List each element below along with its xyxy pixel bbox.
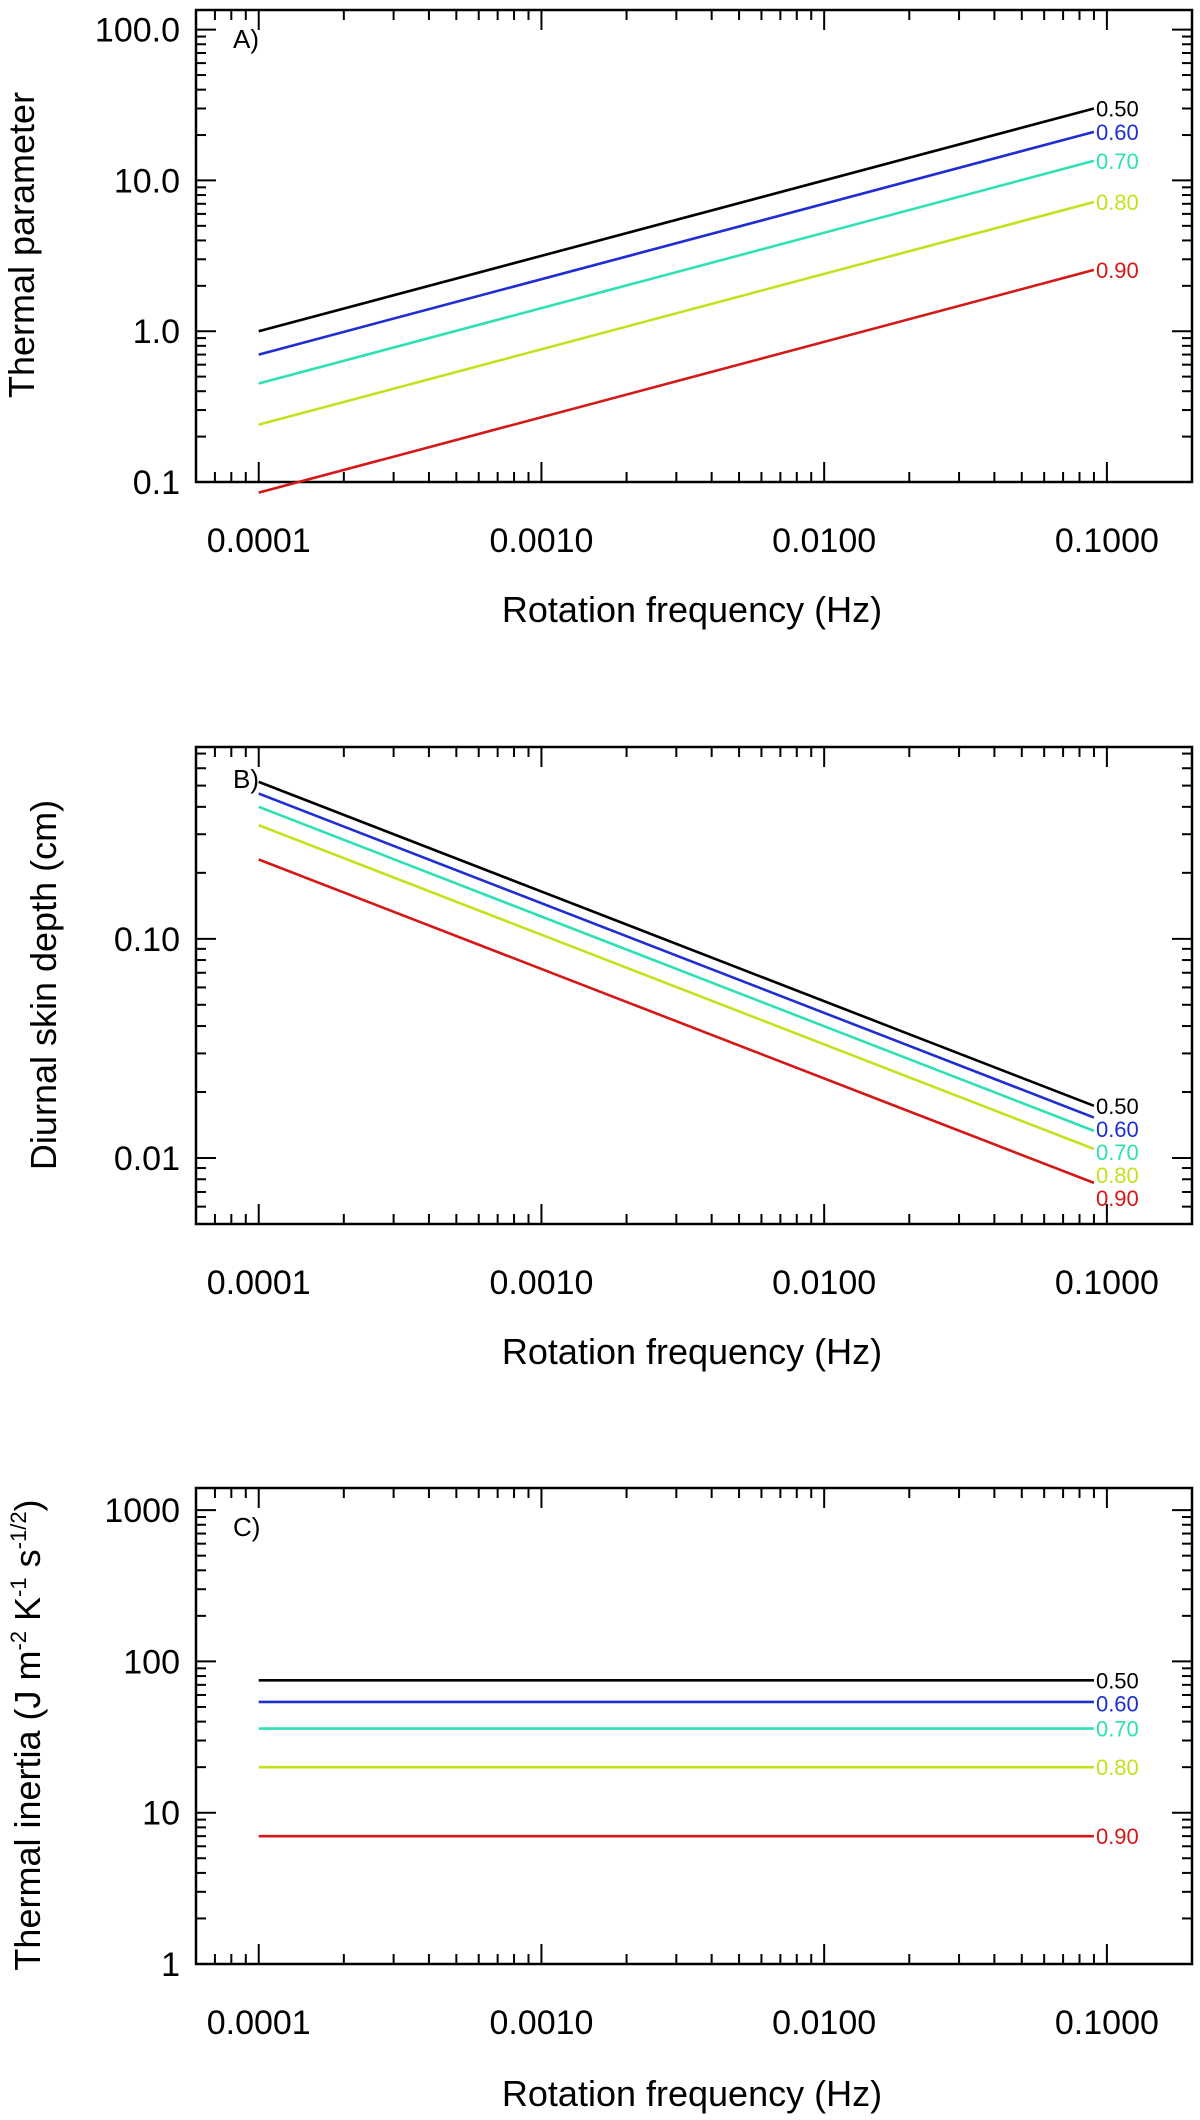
panel-b-letter: B) (233, 764, 259, 794)
panel-a-y-tick-label: 1.0 (133, 313, 180, 351)
panel-b-x-tick-labels: 0.0001 0.0010 0.0100 0.1000 (207, 1264, 1159, 1302)
panel-a-series-lines (258, 107, 1095, 494)
panel-a-series-line-0.60 (258, 130, 1095, 356)
panel-b-series-line-0.80 (258, 823, 1095, 1151)
panel-a-series-labels: 0.500.60 0.70 0.80 0.90 (1096, 96, 1139, 282)
panel-b-series-label-0.50: 0.50 (1096, 1094, 1139, 1119)
panel-b-series-label-0.80: 0.80 (1096, 1163, 1139, 1188)
panel-a-ticks (195, 10, 1192, 483)
panel-b-series-label-0.60: 0.60 (1096, 1117, 1139, 1142)
panel-b-series-label-0.70: 0.70 (1096, 1140, 1139, 1165)
panel-b-series-labels: 0.500.600.700.800.90 (1096, 1094, 1139, 1211)
panel-a-series-label-0.60: 0.60 (1096, 120, 1139, 145)
panel-c-series-label-0.60: 0.60 (1096, 1691, 1139, 1716)
panel-a: 0.500.60 0.70 0.80 0.90 0.1 1.0 10.0 100.0 0.0… (1, 8, 1194, 630)
panel-c-letter: C) (233, 1512, 260, 1542)
panel-c-x-tick-labels: 0.0001 0.0010 0.0100 0.1000 (207, 2004, 1159, 2042)
panel-c-x-tick-label: 0.1000 (1055, 2004, 1159, 2042)
panel-a-x-tick-label: 0.1000 (1055, 522, 1159, 560)
panel-c-y-title-exp3: -1/2 (6, 1511, 31, 1549)
panel-c-y-axis-title: Thermal inertia (J m-2 K-1 s-1/2) (6, 1499, 48, 1970)
panel-c-series-label-0.90: 0.90 (1096, 1824, 1139, 1849)
panel-c-series-label-0.50: 0.50 (1096, 1668, 1139, 1693)
panel-c-series-lines (258, 1679, 1094, 1838)
panel-b-x-tick-label: 0.0010 (489, 1264, 593, 1302)
panel-a-y-tick-label: 10.0 (114, 162, 180, 200)
panel-c-y-tick-label: 1 (161, 1946, 180, 1984)
panel-a-x-tick-label: 0.0010 (489, 522, 593, 560)
panel-c-x-tick-label: 0.0100 (772, 2004, 876, 2042)
panel-a-series-label-0.80: 0.80 (1096, 190, 1139, 215)
panel-b-y-tick-label: 0.01 (114, 1140, 180, 1178)
panel-c-series-labels: 0.500.600.70 0.80 0.90 (1096, 1668, 1139, 1849)
panel-a-series-label-0.50: 0.50 (1096, 96, 1139, 121)
panel-c-y-title-exp2: -1 (6, 1577, 31, 1597)
panel-c-y-tick-label: 10 (142, 1795, 180, 1833)
panel-c-y-title-mid1: K (7, 1597, 48, 1631)
panel-c-x-tick-label: 0.0001 (207, 2004, 311, 2042)
panel-a-series-line-0.90 (258, 268, 1095, 494)
panel-c-y-tick-label: 100 (123, 1643, 180, 1681)
panel-b-series-line-0.90 (258, 858, 1095, 1185)
panel-b-series-label-0.90: 0.90 (1096, 1186, 1139, 1211)
panel-c-series-label-0.70: 0.70 (1096, 1717, 1139, 1742)
panel-b-series-lines (258, 780, 1095, 1185)
panel-b-series-line-0.70 (258, 805, 1095, 1133)
panel-c-plot-frame (194, 1486, 1194, 1966)
panel-b-y-axis-title: Diurnal skin depth (cm) (23, 800, 64, 1170)
panel-c-series-label-0.80: 0.80 (1096, 1755, 1139, 1780)
panel-c-y-title-exp1: -2 (6, 1631, 31, 1651)
panel-a-series-line-0.70 (258, 159, 1095, 385)
panel-a-series-label-0.90: 0.90 (1096, 258, 1139, 283)
panel-a-series-line-0.80 (258, 200, 1095, 426)
panel-c-y-title-prefix: Thermal inertia (J m (7, 1651, 48, 1971)
panel-a-y-tick-label: 0.1 (133, 464, 180, 502)
panel-a-y-axis-title: Thermal parameter (1, 92, 42, 398)
panel-b-series-line-0.50 (258, 780, 1095, 1108)
panel-a-series-label-0.70: 0.70 (1096, 149, 1139, 174)
panel-b-y-tick-label: 0.10 (114, 921, 180, 959)
panel-a-x-tick-label: 0.0001 (207, 522, 311, 560)
panel-a-x-tick-labels: 0.0001 0.0010 0.0100 0.1000 (207, 522, 1159, 560)
panel-c-y-tick-label: 1000 (104, 1492, 180, 1530)
panel-c-y-tick-labels: 1 10 100 1000 (104, 1492, 180, 1984)
panel-a-plot-frame (194, 8, 1194, 484)
panel-b-x-tick-label: 0.1000 (1055, 1264, 1159, 1302)
panel-b-ticks (195, 747, 1192, 1224)
panel-a-x-axis-title: Rotation frequency (Hz) (502, 589, 882, 630)
panel-c-ticks (195, 1488, 1192, 1965)
panel-b-x-tick-label: 0.0001 (207, 1264, 311, 1302)
panel-b-plot-frame (194, 745, 1194, 1226)
panel-b: 0.500.600.700.800.90 0.010.10 0.0001 0.00… (23, 745, 1194, 1372)
panel-b-x-tick-label: 0.0100 (772, 1264, 876, 1302)
panel-c-x-tick-label: 0.0010 (489, 2004, 593, 2042)
panel-c-y-title-suffix: ) (7, 1499, 48, 1511)
panel-c-x-axis-title: Rotation frequency (Hz) (502, 2073, 882, 2114)
panel-b-series-line-0.60 (258, 792, 1095, 1119)
panel-a-y-tick-label: 100.0 (95, 12, 180, 50)
panel-a-x-tick-label: 0.0100 (772, 522, 876, 560)
panel-b-y-tick-labels: 0.01 0.10 (114, 921, 180, 1178)
panel-a-y-tick-labels: 0.1 1.0 10.0 100.0 (95, 12, 180, 502)
panel-a-letter: A) (233, 24, 259, 54)
panel-a-series-line-0.50 (258, 107, 1095, 333)
panel-c-y-title-mid2: s (7, 1549, 48, 1577)
panel-b-x-axis-title: Rotation frequency (Hz) (502, 1331, 882, 1372)
